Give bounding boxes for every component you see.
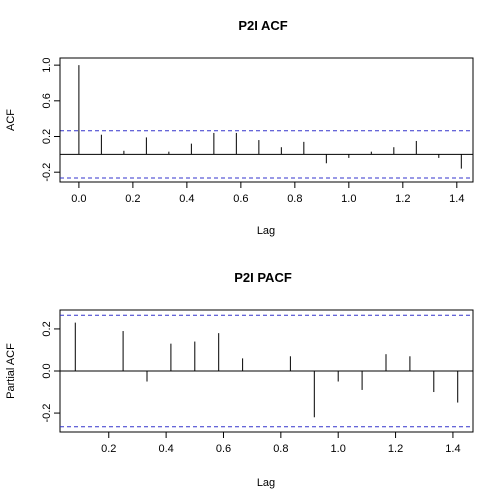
- pacf-x-tick-label: 0.8: [273, 443, 288, 455]
- pacf-y-tick-label: 0.2: [41, 321, 53, 336]
- pacf-panel: P2I PACF Lag Partial ACF 0.2 0.4 0.6 0.8 1.0…: [5, 270, 474, 489]
- pacf-marks: 0.2 0.4 0.6 0.8 1.0 1.2 1.4 -0.2 0.0 0.2: [41, 314, 473, 455]
- acf-x-tick-label: 0.8: [287, 193, 302, 205]
- acf-x-tick-label: 0.2: [125, 193, 140, 205]
- pacf-x-tick-label: 0.4: [158, 443, 173, 455]
- acf-x-tick-label: 0.4: [179, 193, 194, 205]
- pacf-x-axis-label: Lag: [257, 477, 275, 489]
- acf-x-tick-label: 0.0: [71, 193, 86, 205]
- pacf-x-tick-label: 1.0: [331, 443, 346, 455]
- acf-y-tick-label: -0.2: [41, 163, 53, 182]
- pacf-title: P2I PACF: [234, 270, 292, 285]
- pacf-x-tick-label: 1.2: [388, 443, 403, 455]
- pacf-y-tick-label: 0.0: [41, 363, 53, 378]
- acf-x-tick-label: 0.6: [233, 193, 248, 205]
- acf-marks: 0.0 0.2 0.4 0.6 0.8 1.0 1.2 1.4 -0.2 0.2 0.6 1.0: [41, 57, 473, 205]
- acf-y-tick-label: 0.6: [41, 93, 53, 108]
- acf-x-axis-label: Lag: [257, 225, 275, 237]
- acf-panel: P2I ACF Lag ACF 0.0 0.2 0.4 0.6 0.8 1.0 1.2 1.4…: [5, 18, 474, 237]
- acf-x-tick-label: 1.2: [395, 193, 410, 205]
- pacf-x-tick-label: 1.4: [445, 443, 460, 455]
- acf-y-tick-label: 0.2: [41, 129, 53, 144]
- pacf-y-tick-label: -0.2: [41, 404, 53, 423]
- acf-x-tick-label: 1.4: [449, 193, 464, 205]
- acf-x-tick-label: 1.0: [341, 193, 356, 205]
- acf-plot-box: [59, 57, 474, 183]
- pacf-x-tick-label: 0.6: [216, 443, 231, 455]
- pacf-y-axis-label: Partial ACF: [5, 343, 17, 399]
- acf-title: P2I ACF: [238, 18, 287, 33]
- acf-y-axis-label: ACF: [5, 109, 17, 131]
- acf-y-tick-label: 1.0: [41, 57, 53, 72]
- pacf-x-tick-label: 0.2: [101, 443, 116, 455]
